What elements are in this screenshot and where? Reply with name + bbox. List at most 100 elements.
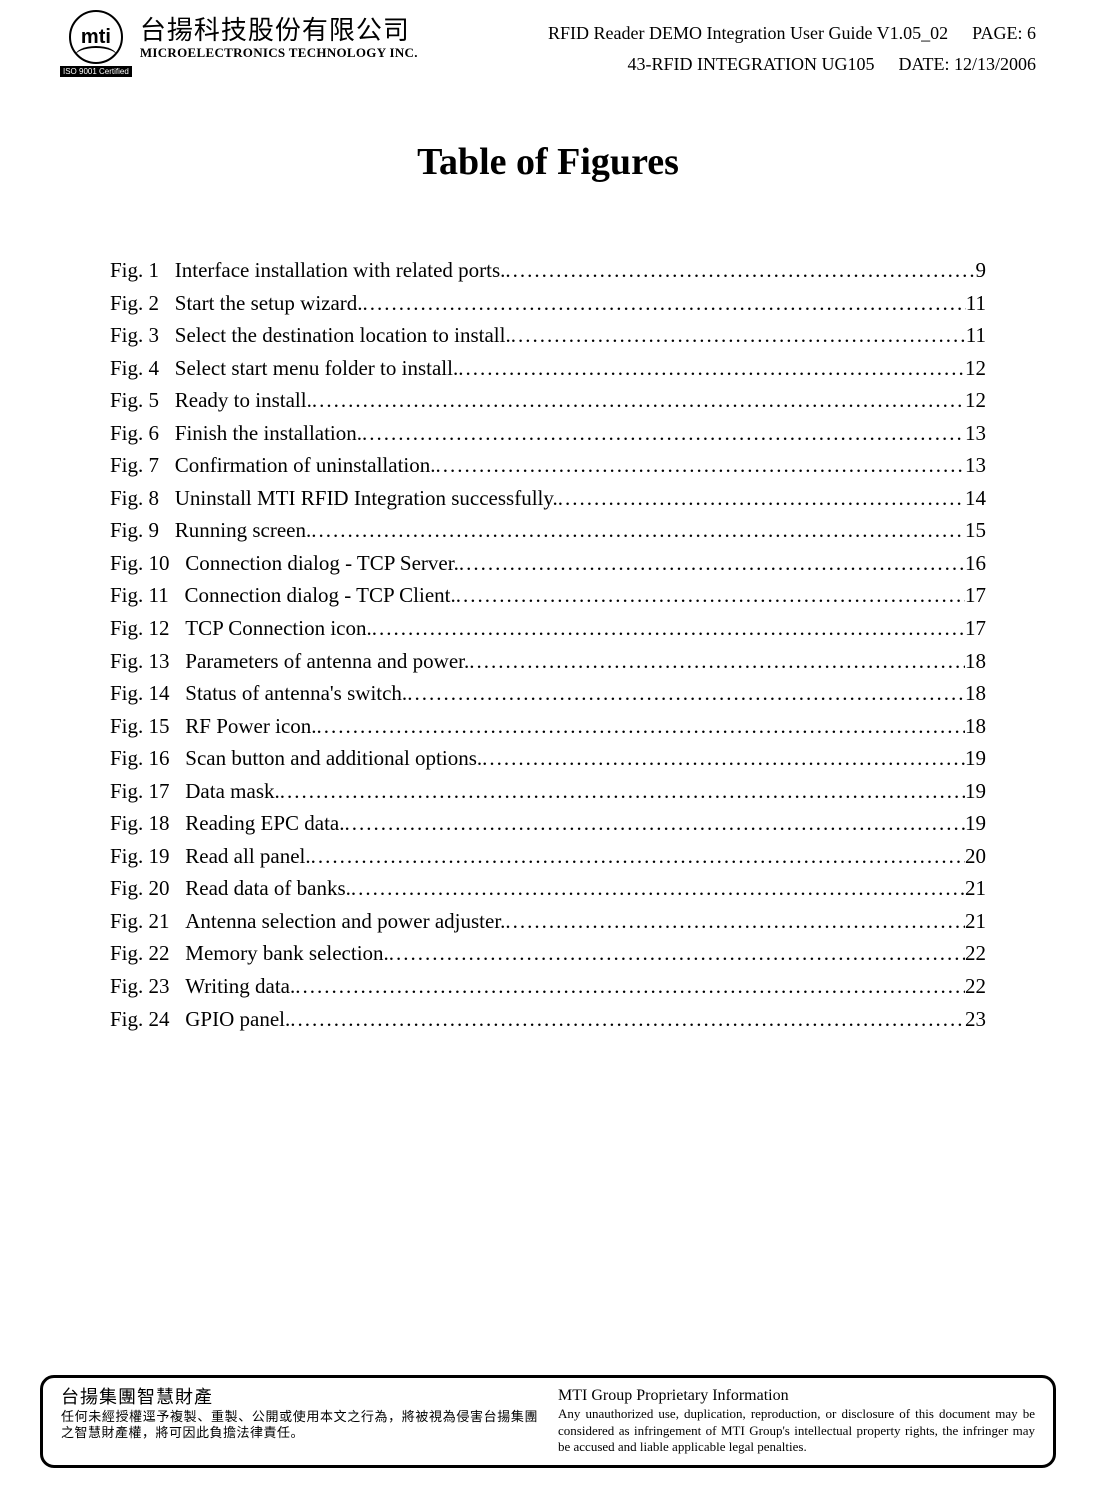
leader-dots <box>345 807 966 840</box>
figure-entry: Fig. 12 TCP Connection icon.17 <box>110 612 986 645</box>
figure-label: Fig. 17 <box>110 775 185 808</box>
figure-entry: Fig. 2 Start the setup wizard.11 <box>110 287 986 320</box>
leader-dots <box>295 970 965 1003</box>
document-date: DATE: 12/13/2006 <box>899 49 1037 80</box>
figure-caption: Uninstall MTI RFID Integration successfu… <box>175 482 558 515</box>
figure-page-number: 11 <box>966 319 986 352</box>
mti-logo-icon: mti <box>69 10 123 64</box>
figure-entry: Fig. 7 Confirmation of uninstallation. 13 <box>110 449 986 482</box>
table-of-figures: Fig. 1 Interface installation with relat… <box>60 254 1036 1035</box>
footer-right-body: Any unauthorized use, duplication, repro… <box>558 1406 1035 1455</box>
figure-entry: Fig. 6 Finish the installation. 13 <box>110 417 986 450</box>
figure-caption: Select start menu folder to install. <box>175 352 458 385</box>
leader-dots <box>505 905 965 938</box>
figure-caption: Memory bank selection. <box>185 937 389 970</box>
leader-dots <box>482 742 965 775</box>
figure-label: Fig. 21 <box>110 905 185 938</box>
figure-page-number: 19 <box>965 807 986 840</box>
company-name-block: 台揚科技股份有限公司 MICROELECTRONICS TECHNOLOGY I… <box>140 10 418 61</box>
figure-page-number: 12 <box>965 352 986 385</box>
leader-dots <box>351 872 965 905</box>
figure-page-number: 22 <box>965 937 986 970</box>
figure-caption: TCP Connection icon. <box>185 612 371 645</box>
figure-entry: Fig. 20 Read data of banks.21 <box>110 872 986 905</box>
figure-caption: Connection dialog - TCP Client. <box>184 579 455 612</box>
figure-entry: Fig. 13 Parameters of antenna and power.… <box>110 645 986 678</box>
leader-dots <box>469 645 965 678</box>
footer-left: 台揚集團智慧財產 任何未經授權逕予複製、重製、公開或使用本文之行為，將被視為侵害… <box>61 1386 538 1455</box>
figure-caption: Finish the installation. <box>175 417 362 450</box>
header-right: RFID Reader DEMO Integration User Guide … <box>548 10 1036 90</box>
figure-label: Fig. 13 <box>110 645 185 678</box>
page-title: Table of Figures <box>60 140 1036 184</box>
logo-block: mti ISO 9001 Certified <box>60 10 132 77</box>
figure-entry: Fig. 11 Connection dialog - TCP Client. 1… <box>110 579 986 612</box>
figure-label: Fig. 14 <box>110 677 185 710</box>
figure-label: Fig. 15 <box>110 710 185 743</box>
figure-label: Fig. 24 <box>110 1003 185 1036</box>
leader-dots <box>458 352 965 385</box>
leader-dots <box>389 937 965 970</box>
figure-label: Fig. 6 <box>110 417 175 450</box>
figure-caption: Connection dialog - TCP Server. <box>185 547 459 580</box>
leader-dots <box>363 287 966 320</box>
figure-entry: Fig. 14 Status of antenna's switch.18 <box>110 677 986 710</box>
figure-label: Fig. 4 <box>110 352 175 385</box>
figure-caption: Reading EPC data. <box>185 807 344 840</box>
document-code: 43-RFID INTEGRATION UG105 <box>628 49 875 80</box>
figure-entry: Fig. 16 Scan button and additional optio… <box>110 742 986 775</box>
figure-page-number: 19 <box>965 742 986 775</box>
leader-dots <box>362 417 965 450</box>
footer-right: MTI Group Proprietary Information Any un… <box>558 1386 1035 1455</box>
figure-label: Fig. 16 <box>110 742 185 775</box>
figure-page-number: 15 <box>965 514 986 547</box>
figure-caption: Writing data. <box>185 970 295 1003</box>
figure-entry: Fig. 22 Memory bank selection.22 <box>110 937 986 970</box>
figure-caption: Read all panel. <box>185 840 310 873</box>
figure-page-number: 17 <box>965 612 986 645</box>
figure-entry: Fig. 9 Running screen.15 <box>110 514 986 547</box>
figure-page-number: 20 <box>965 840 986 873</box>
figure-label: Fig. 10 <box>110 547 185 580</box>
figure-entry: Fig. 21 Antenna selection and power adju… <box>110 905 986 938</box>
page-number-label: PAGE: 6 <box>972 18 1036 49</box>
figure-page-number: 17 <box>965 579 986 612</box>
leader-dots <box>435 449 965 482</box>
figure-entry: Fig. 1 Interface installation with relat… <box>110 254 986 287</box>
leader-dots <box>511 319 966 352</box>
figure-label: Fig. 23 <box>110 970 185 1003</box>
figure-entry: Fig. 8 Uninstall MTI RFID Integration su… <box>110 482 986 515</box>
leader-dots <box>372 612 965 645</box>
figure-entry: Fig. 23 Writing data. 22 <box>110 970 986 1003</box>
figure-entry: Fig. 4 Select start menu folder to insta… <box>110 352 986 385</box>
figure-label: Fig. 2 <box>110 287 175 320</box>
figure-page-number: 13 <box>965 449 986 482</box>
leader-dots <box>280 775 965 808</box>
figure-label: Fig. 8 <box>110 482 175 515</box>
figure-entry: Fig. 10 Connection dialog - TCP Server.1… <box>110 547 986 580</box>
leader-dots <box>456 579 965 612</box>
figure-label: Fig. 1 <box>110 254 175 287</box>
leader-dots <box>290 1003 965 1036</box>
figure-label: Fig. 7 <box>110 449 175 482</box>
footer-right-title: MTI Group Proprietary Information <box>558 1386 1035 1406</box>
figure-page-number: 18 <box>965 677 986 710</box>
logo-text: mti <box>81 26 111 49</box>
figure-page-number: 14 <box>965 482 986 515</box>
figure-label: Fig. 9 <box>110 514 175 547</box>
figure-caption: Data mask. <box>185 775 279 808</box>
company-name-chinese: 台揚科技股份有限公司 <box>140 16 418 45</box>
figure-page-number: 22 <box>965 970 986 1003</box>
figure-entry: Fig. 15 RF Power icon.18 <box>110 710 986 743</box>
figure-caption: Confirmation of uninstallation. <box>175 449 436 482</box>
figure-caption: GPIO panel. <box>185 1003 290 1036</box>
figure-caption: Antenna selection and power adjuster. <box>185 905 505 938</box>
figure-label: Fig. 19 <box>110 840 185 873</box>
leader-dots <box>505 254 975 287</box>
figure-page-number: 13 <box>965 417 986 450</box>
figure-caption: RF Power icon. <box>185 710 316 743</box>
document-title: RFID Reader DEMO Integration User Guide … <box>548 18 948 49</box>
figure-label: Fig. 11 <box>110 579 184 612</box>
leader-dots <box>459 547 965 580</box>
figure-caption: Interface installation with related port… <box>175 254 506 287</box>
